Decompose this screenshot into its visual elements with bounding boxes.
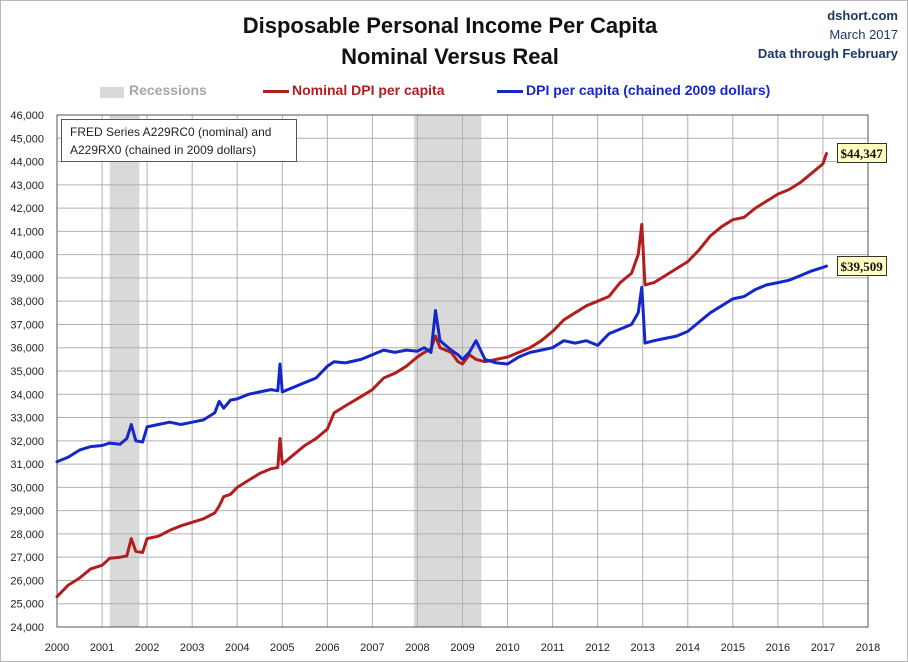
x-tick-label: 2010	[495, 642, 519, 654]
y-tick-label: 39,000	[10, 273, 44, 285]
legend-nominal-label: Nominal DPI per capita	[292, 82, 445, 98]
y-tick-label: 45,000	[10, 133, 44, 145]
x-tick-label: 2008	[405, 642, 429, 654]
plot-area-border	[56, 114, 869, 628]
y-tick-label: 42,000	[10, 203, 44, 215]
x-axis-ticks: 2000 2001 2002 2003 2004 2005 2006 2007 2008 2009…	[45, 642, 880, 654]
data-through-label: Data through February	[757, 46, 898, 61]
y-axis-ticks: 24,000 25,000 26,000 27,000 28,000 29,000 30,0…	[10, 110, 44, 634]
note-line1: FRED Series A229RC0 (nominal) and	[70, 125, 272, 139]
x-tick-label: 2009	[450, 642, 474, 654]
y-tick-label: 40,000	[10, 250, 44, 262]
y-tick-label: 26,000	[10, 575, 44, 587]
source-credit: dshort.com March 2017 Data through Febru…	[758, 6, 898, 63]
y-tick-label: 37,000	[10, 319, 44, 331]
y-tick-label: 38,000	[10, 296, 44, 308]
legend-recession-label: Recessions	[129, 82, 207, 98]
legend-real-line	[497, 90, 523, 93]
x-tick-label: 2002	[135, 642, 159, 654]
y-tick-label: 35,000	[10, 366, 44, 378]
y-tick-label: 29,000	[10, 506, 44, 518]
x-tick-label: 2005	[270, 642, 294, 654]
x-tick-label: 2012	[585, 642, 609, 654]
chart-title: Disposable Personal Income Per Capita No…	[150, 10, 750, 72]
x-tick-label: 2011	[541, 642, 565, 654]
y-tick-label: 25,000	[10, 599, 44, 611]
legend-real-label: DPI per capita (chained 2009 dollars)	[526, 82, 771, 98]
x-tick-label: 2001	[90, 642, 114, 654]
x-tick-label: 2015	[721, 642, 745, 654]
y-tick-label: 28,000	[10, 529, 44, 541]
x-tick-label: 2000	[45, 642, 69, 654]
y-tick-label: 46,000	[10, 110, 44, 122]
y-tick-label: 43,000	[10, 180, 44, 192]
y-tick-label: 36,000	[10, 343, 44, 355]
grid-lines	[56, 114, 869, 628]
x-tick-label: 2003	[180, 642, 204, 654]
data-source-note: FRED Series A229RC0 (nominal) and A229RX…	[61, 119, 297, 162]
y-tick-label: 31,000	[10, 459, 44, 471]
source-name: dshort.com	[827, 8, 898, 23]
y-tick-label: 34,000	[10, 389, 44, 401]
legend-nominal-line	[263, 90, 289, 93]
x-tick-label: 2004	[225, 642, 249, 654]
nominal-latest-value-callout: $44,347	[836, 143, 887, 164]
y-tick-label: 30,000	[10, 482, 44, 494]
y-tick-label: 27,000	[10, 552, 44, 564]
x-tick-label: 2018	[856, 642, 880, 654]
y-tick-label: 33,000	[10, 413, 44, 425]
chart-legend: Recessions Nominal DPI per capita DPI pe…	[0, 80, 908, 100]
x-tick-label: 2007	[360, 642, 384, 654]
x-tick-label: 2017	[811, 642, 835, 654]
x-tick-label: 2016	[766, 642, 790, 654]
y-tick-label: 32,000	[10, 436, 44, 448]
source-date: March 2017	[829, 27, 898, 42]
real-dpi-line	[55, 264, 828, 464]
x-tick-label: 2006	[315, 642, 339, 654]
chart-title-line1: Disposable Personal Income Per Capita	[242, 13, 658, 38]
legend-recession-swatch	[100, 87, 124, 98]
note-line2: A229RX0 (chained in 2009 dollars)	[70, 143, 257, 157]
data-series	[55, 152, 828, 599]
real-latest-value-callout: $39,509	[836, 256, 887, 277]
x-tick-label: 2014	[676, 642, 700, 654]
y-tick-label: 44,000	[10, 157, 44, 169]
x-tick-label: 2013	[630, 642, 654, 654]
y-tick-label: 41,000	[10, 226, 44, 238]
y-tick-label: 24,000	[10, 622, 44, 634]
chart-title-line2: Nominal Versus Real	[341, 44, 559, 69]
